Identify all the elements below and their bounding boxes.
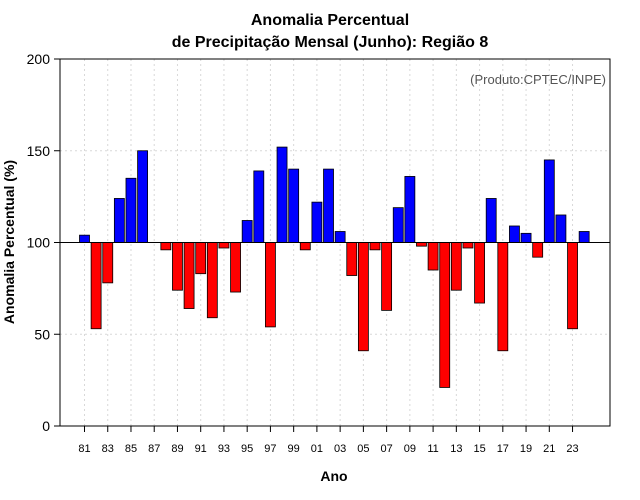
bar-89 — [172, 242, 183, 291]
chart-title-line2: de Precipitação Mensal (Junho): Região 8 — [172, 34, 489, 51]
bar-05 — [357, 242, 369, 352]
bar-08 — [392, 207, 404, 243]
bars — [79, 146, 590, 388]
x-axis-ticks: 81 83 85 87 89 91 93 95 97 99 01 03 05 07 09 11 13 15 17 19… — [78, 426, 579, 455]
bar-82 — [90, 242, 102, 330]
bar-81 — [79, 234, 90, 243]
x-tick-label: 15 — [473, 443, 485, 455]
bar-02 — [323, 168, 334, 243]
bar-00 — [299, 242, 311, 251]
y-tick-label: 50 — [34, 326, 50, 342]
y-tick-label: 200 — [27, 51, 51, 67]
x-tick-label: 19 — [520, 443, 532, 455]
bar-93 — [218, 242, 230, 249]
x-tick-label: 89 — [171, 443, 183, 455]
y-tick-label: 100 — [27, 235, 51, 251]
bar-84 — [113, 198, 125, 243]
bar-91 — [195, 242, 207, 275]
chart-title-line1: Anomalia Percentual — [251, 12, 409, 29]
bar-21 — [543, 159, 555, 243]
bar-14 — [462, 242, 474, 249]
x-tick-label: 13 — [450, 443, 462, 455]
bar-07 — [381, 242, 393, 311]
bar-22 — [555, 214, 567, 243]
bar-18 — [509, 225, 520, 243]
y-axis-label: Anomalia Percentual (%) — [1, 160, 17, 324]
x-tick-label: 97 — [264, 443, 276, 455]
bar-17 — [497, 242, 509, 352]
y-tick-label: 150 — [27, 143, 51, 159]
bar-03 — [334, 231, 346, 243]
bar-88 — [160, 242, 172, 251]
bar-95 — [241, 220, 253, 243]
bar-09 — [404, 176, 416, 243]
bar-06 — [369, 242, 381, 251]
x-tick-label: 95 — [241, 443, 253, 455]
bar-13 — [450, 242, 462, 291]
x-tick-label: 11 — [427, 443, 438, 455]
x-tick-label: 21 — [543, 443, 555, 455]
bar-96 — [253, 170, 265, 243]
bar-92 — [206, 242, 218, 319]
bar-15 — [474, 242, 485, 304]
bar-97 — [265, 242, 276, 328]
bar-83 — [102, 242, 114, 284]
bar-10 — [416, 242, 427, 247]
bar-24 — [578, 231, 590, 243]
x-tick-label: 03 — [334, 443, 346, 455]
bar-90 — [183, 242, 195, 309]
x-tick-label: 81 — [78, 443, 90, 455]
bar-98 — [276, 146, 288, 243]
x-tick-label: 99 — [288, 443, 300, 455]
x-tick-label: 05 — [357, 443, 369, 455]
credit-label: (Produto:CPTEC/INPE) — [470, 72, 606, 87]
bar-01 — [311, 201, 323, 243]
bar-94 — [230, 242, 241, 293]
x-tick-label: 07 — [380, 443, 392, 455]
grid-lines — [60, 59, 610, 426]
bar-04 — [346, 242, 358, 276]
bar-12 — [439, 242, 451, 388]
bar-85 — [125, 177, 137, 243]
x-tick-label: 23 — [566, 443, 578, 455]
x-axis-label: Ano — [320, 468, 347, 484]
bar-11 — [427, 242, 439, 271]
bar-99 — [288, 168, 300, 243]
x-tick-label: 17 — [497, 443, 509, 455]
bar-19 — [520, 232, 532, 243]
bar-16 — [485, 198, 497, 243]
x-tick-label: 01 — [311, 443, 323, 455]
y-axis-ticks: 0 50 100 150 200 — [27, 51, 60, 434]
x-tick-label: 87 — [148, 443, 160, 455]
x-tick-label: 83 — [102, 443, 114, 455]
bar-20 — [532, 242, 544, 258]
bar-23 — [567, 242, 578, 330]
x-tick-label: 85 — [125, 443, 137, 455]
x-tick-label: 93 — [218, 443, 230, 455]
bar-86 — [137, 150, 149, 243]
x-tick-label: 09 — [404, 443, 416, 455]
y-tick-label: 0 — [42, 418, 50, 434]
x-tick-label: 91 — [195, 443, 207, 455]
